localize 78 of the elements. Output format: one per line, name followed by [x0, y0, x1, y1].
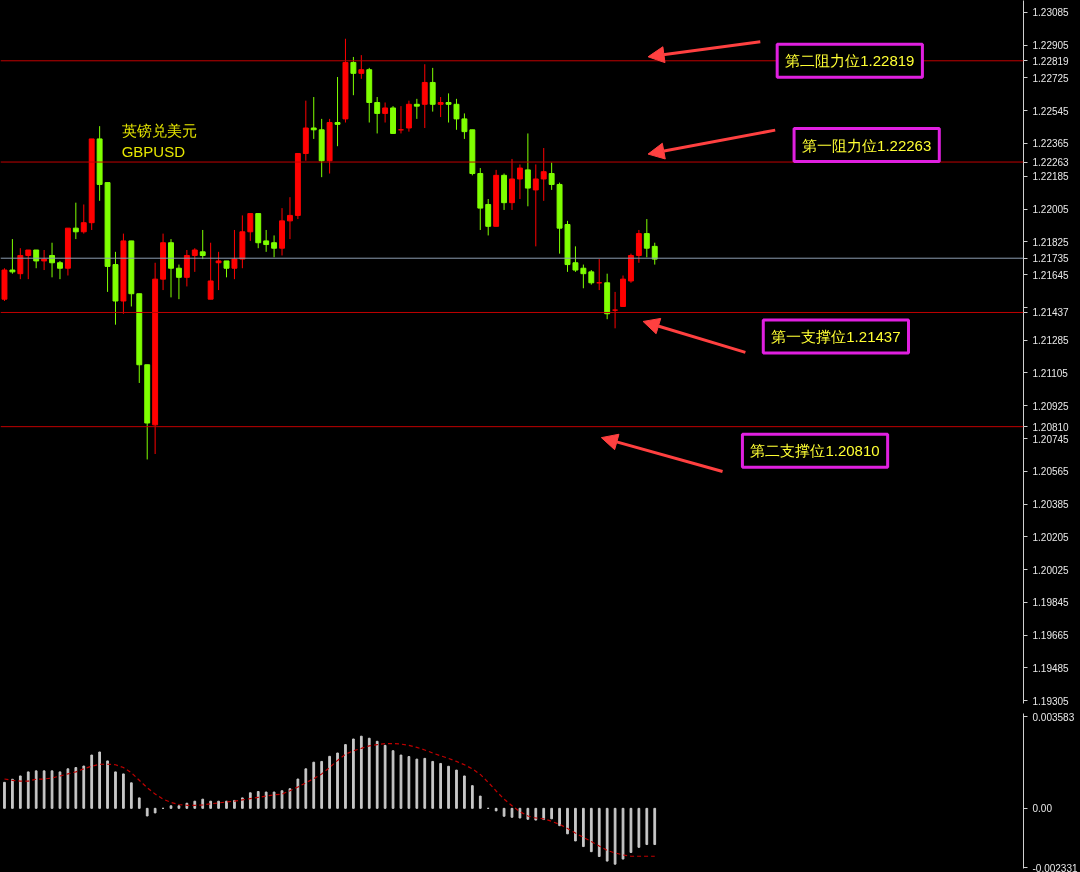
- candlestick: [247, 213, 254, 242]
- candlestick: [524, 132, 531, 207]
- candlestick: [413, 98, 420, 120]
- y-tick-label: 0.003583: [1032, 711, 1075, 723]
- y-tick-label: 1.20810: [1032, 421, 1070, 433]
- y-tick-label: 1.22185: [1032, 171, 1070, 183]
- ref-line-label: 第一支撑位1.21437: [771, 327, 901, 345]
- candlestick: [453, 98, 460, 131]
- y-tick-label: 1.20745: [1032, 433, 1070, 445]
- y-tick-label: 1.21437: [1032, 307, 1070, 319]
- candlestick: [207, 242, 214, 300]
- candlestick: [612, 291, 619, 329]
- y-tick-label: 1.21645: [1032, 269, 1070, 281]
- candlestick: [183, 249, 190, 287]
- candlestick: [421, 63, 428, 129]
- y-tick-label: 1.20025: [1032, 564, 1070, 576]
- candlestick: [25, 249, 32, 280]
- y-tick-label: 1.22005: [1032, 204, 1070, 216]
- candlestick: [358, 54, 365, 80]
- y-tick-label: 1.20565: [1032, 466, 1070, 478]
- candlestick: [17, 247, 24, 280]
- candlestick: [199, 229, 206, 260]
- candlestick: [382, 101, 389, 124]
- line-series: [3, 742, 656, 857]
- y-tick-label: 1.23085: [1032, 7, 1070, 19]
- candlestick: [310, 96, 317, 140]
- candlestick: [215, 251, 222, 291]
- ref-line-label: 第一阻力位1.22263: [802, 136, 932, 154]
- candlestick: [33, 249, 40, 269]
- candlestick: [287, 196, 293, 240]
- y-tick-label: -0.002331: [1032, 862, 1078, 872]
- y-tick-label: 1.22263: [1032, 157, 1070, 169]
- candlestick: [263, 229, 270, 253]
- y-tick-label: 1.22819: [1032, 55, 1070, 67]
- candlestick: [405, 100, 412, 133]
- candlestick: [643, 218, 650, 258]
- candlestick: [271, 234, 278, 258]
- candlestick: [231, 229, 238, 280]
- ref-line-label: 第二支撑位1.20810: [750, 442, 880, 460]
- y-tick-label: 1.21735: [1032, 253, 1070, 265]
- ref-line-label: 第二阻力位1.22819: [785, 52, 915, 70]
- y-tick-label: 1.21825: [1032, 236, 1070, 248]
- candlestick: [72, 202, 79, 240]
- y-tick-label: 1.19485: [1032, 662, 1070, 674]
- y-tick-label: 1.22365: [1032, 138, 1070, 150]
- y-tick-label: 1.22725: [1032, 72, 1070, 84]
- candlestick: [9, 238, 16, 275]
- candlestick: [651, 242, 658, 266]
- y-tick-label: 1.20385: [1032, 499, 1070, 511]
- y-tick-label: 0.00: [1032, 803, 1053, 815]
- y-tick-label: 1.19845: [1032, 597, 1070, 609]
- candlestick: [516, 163, 523, 200]
- candlestick: [635, 229, 642, 264]
- candlestick: [509, 158, 515, 211]
- text: GBPUSD: [121, 143, 186, 160]
- candlestick: [374, 96, 381, 134]
- candlestick: [485, 198, 492, 236]
- candlestick: [540, 147, 547, 202]
- candlestick: [532, 163, 539, 247]
- candlestick: [191, 247, 198, 273]
- candlestick: [80, 203, 87, 235]
- y-tick-label: 1.21105: [1032, 367, 1069, 379]
- candlestick: [429, 67, 436, 113]
- candlestick: [175, 264, 182, 300]
- y-tick-label: 1.20205: [1032, 531, 1070, 543]
- text: 英镑兑美元: [121, 122, 197, 139]
- candlestick: [57, 260, 63, 280]
- candlestick: [437, 96, 444, 118]
- candlestick: [334, 76, 341, 147]
- candlestick: [445, 92, 452, 124]
- candlestick: [350, 56, 357, 96]
- y-tick-label: 1.20925: [1032, 400, 1070, 412]
- y-tick-label: 1.22905: [1032, 40, 1070, 52]
- y-tick-label: 1.19305: [1032, 695, 1070, 707]
- candlestick: [41, 249, 48, 271]
- y-tick-label: 1.21285: [1032, 335, 1070, 347]
- y-tick-label: 1.22545: [1032, 105, 1070, 117]
- y-tick-label: 1.19665: [1032, 630, 1070, 642]
